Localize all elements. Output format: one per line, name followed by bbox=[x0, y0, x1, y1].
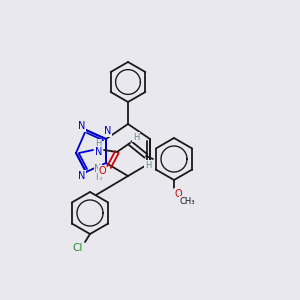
Text: H: H bbox=[95, 140, 101, 148]
Text: N: N bbox=[78, 171, 86, 181]
Text: H: H bbox=[133, 133, 139, 142]
Text: H: H bbox=[95, 172, 101, 182]
Text: N: N bbox=[104, 126, 112, 136]
Text: N: N bbox=[78, 121, 86, 131]
Text: CH₃: CH₃ bbox=[179, 196, 195, 206]
Text: N: N bbox=[95, 147, 103, 157]
Text: Cl: Cl bbox=[73, 243, 83, 253]
Text: N: N bbox=[94, 164, 102, 174]
Text: O: O bbox=[174, 189, 182, 199]
Text: H: H bbox=[145, 160, 151, 169]
Text: O: O bbox=[98, 166, 106, 176]
